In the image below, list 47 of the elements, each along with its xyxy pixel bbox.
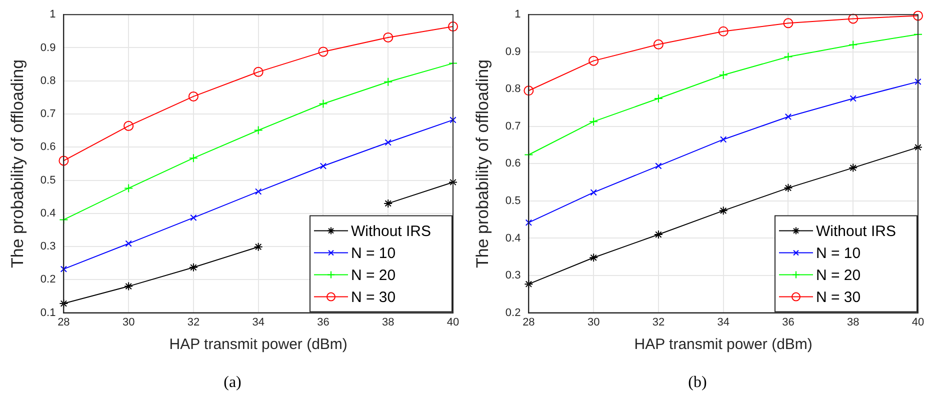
legend-label: N = 20: [816, 266, 861, 284]
y-tick-label: 0.6: [40, 141, 56, 154]
x-tick-label: 36: [782, 316, 794, 328]
x-tick-label: 38: [846, 316, 860, 328]
y-tick-label: 0.4: [40, 207, 56, 220]
x-tick-label: 34: [252, 316, 264, 328]
x-tick-label: 32: [652, 316, 665, 328]
y-tick-label: 0.3: [40, 240, 56, 253]
legend-label: N = 10: [351, 244, 396, 262]
y-tick-label: 0.3: [505, 270, 521, 282]
x-tick-label: 34: [717, 316, 730, 328]
x-tick-label: 30: [122, 316, 135, 328]
y-tick-label: 0.2: [40, 274, 56, 286]
legend-label: N = 30: [816, 288, 861, 306]
y-tick-label: 0.1: [40, 306, 56, 319]
x-tick-label: 28: [522, 316, 535, 328]
y-tick-label: 1: [514, 8, 521, 21]
text: (b): [687, 374, 708, 392]
x-tick-label: 36: [317, 316, 330, 328]
legend-label: N = 30: [351, 288, 396, 306]
x-tick-label: 38: [382, 316, 394, 328]
legend-label: Without IRS: [351, 222, 432, 240]
x-tick-label: 32: [187, 316, 200, 328]
y-axis-title: The probability of offloading: [8, 59, 27, 268]
x-tick-label: 30: [587, 316, 600, 328]
legend-label: Without IRS: [816, 222, 896, 240]
x-tick-label: 28: [58, 316, 70, 328]
y-tick-label: 0.9: [505, 46, 521, 58]
y-tick-label: 0.5: [40, 174, 56, 186]
y-tick-label: 0.9: [40, 42, 56, 54]
y-tick-label: 0.5: [505, 195, 521, 208]
x-tick-label: 40: [446, 316, 460, 328]
y-tick-label: 0.8: [40, 74, 56, 87]
y-tick-label: 0.8: [505, 83, 521, 96]
y-tick-label: 0.7: [505, 120, 521, 132]
y-tick-label: 0.2: [505, 306, 521, 319]
y-tick-label: 0.4: [505, 232, 521, 244]
y-axis-title: The probability of offloading: [472, 59, 492, 268]
x-axis-title: HAP transmit power (dBm): [169, 336, 348, 354]
text: (a): [222, 374, 242, 392]
legend-label: N = 10: [816, 244, 861, 262]
y-tick-label: 0.6: [505, 158, 521, 170]
x-axis-title: HAP transmit power (dBm): [634, 336, 812, 354]
legend-label: N = 20: [351, 266, 396, 284]
x-tick-label: 40: [912, 316, 924, 328]
y-tick-label: 1: [50, 8, 56, 21]
y-tick-label: 0.7: [40, 108, 56, 120]
